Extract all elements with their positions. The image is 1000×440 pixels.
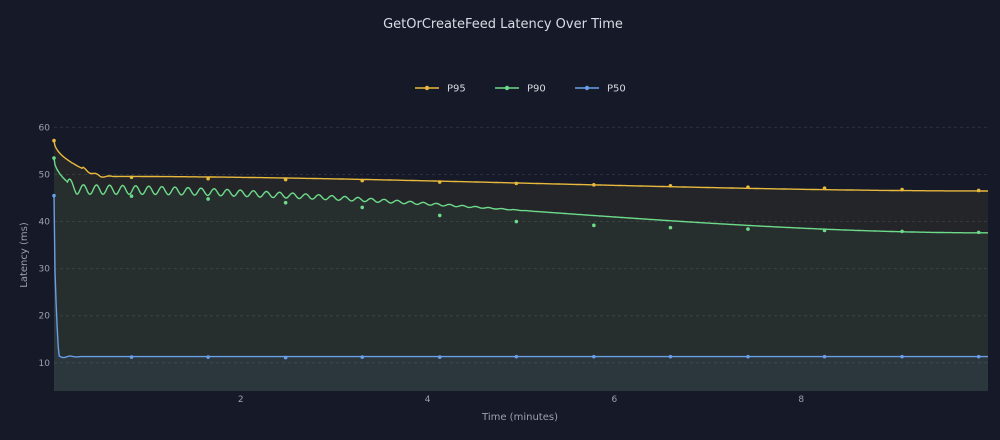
legend-marker-p50 (584, 85, 590, 91)
data-point-p95 (206, 176, 210, 181)
axis-ticks: 10 20 30 40 50 60 2 4 6 8 (39, 123, 805, 405)
x-axis-title: Time (minutes) (481, 412, 558, 423)
legend-marker-p95 (424, 85, 430, 91)
legend: P95 P90 P50 (415, 84, 626, 95)
data-point-p50 (668, 354, 673, 359)
legend-label-p95: P95 (447, 84, 466, 95)
data-point-p50 (746, 354, 750, 359)
data-point-p50 (822, 354, 827, 359)
y-tick-label: 20 (39, 312, 51, 322)
data-point-p90 (822, 228, 827, 233)
data-point-p90 (746, 227, 750, 231)
y-tick-label: 10 (39, 359, 51, 369)
data-point-p95 (360, 178, 365, 183)
x-tick-label: 2 (238, 395, 244, 405)
data-point-p50 (360, 355, 365, 359)
x-tick-label: 4 (425, 395, 431, 405)
series-markers (52, 138, 981, 360)
data-point-p90 (206, 197, 210, 201)
data-point-p90 (976, 230, 981, 235)
series-line-p90 (53, 157, 988, 234)
data-point-p50 (592, 354, 596, 359)
series-area-p95 (54, 140, 988, 391)
y-tick-label: 30 (39, 265, 51, 275)
data-point-p50 (514, 354, 519, 359)
data-point-p95 (746, 185, 750, 189)
data-point-p95 (52, 138, 56, 143)
data-point-p95 (976, 188, 981, 193)
legend-label-p90: P90 (527, 84, 546, 95)
series-area-p90 (54, 158, 988, 391)
data-point-p95 (514, 181, 519, 186)
series-line-p95 (53, 140, 988, 192)
data-point-p90 (668, 225, 673, 230)
data-point-p50 (900, 354, 904, 359)
x-tick-label: 8 (798, 395, 804, 405)
y-axis-title: Latency (ms) (19, 222, 30, 288)
area-fills (54, 140, 988, 391)
data-point-p90 (900, 229, 904, 234)
data-point-p50 (129, 355, 134, 359)
data-point-p90 (129, 194, 134, 198)
chart-title: GetOrCreateFeed Latency Over Time (383, 17, 623, 32)
y-tick-label: 60 (39, 123, 51, 133)
data-point-p90 (514, 219, 519, 224)
series-area-p50 (54, 195, 988, 391)
y-tick-label: 50 (39, 170, 51, 180)
data-point-p50 (283, 355, 288, 360)
data-point-p50 (437, 355, 442, 359)
data-point-p50 (206, 355, 210, 359)
data-point-p95 (822, 186, 827, 190)
data-point-p50 (52, 193, 56, 198)
data-point-p90 (437, 213, 442, 218)
legend-label-p50: P50 (607, 84, 626, 95)
data-point-p95 (592, 183, 596, 187)
data-point-p90 (360, 205, 365, 210)
data-point-p95 (283, 177, 288, 182)
legend-marker-p90 (504, 85, 510, 91)
x-tick-label: 6 (612, 395, 618, 405)
data-point-p90 (283, 200, 288, 205)
data-point-p90 (52, 156, 56, 160)
data-point-p95 (129, 175, 134, 180)
y-tick-label: 40 (39, 218, 51, 228)
data-point-p90 (592, 223, 596, 228)
data-point-p50 (976, 354, 981, 359)
data-point-p95 (437, 180, 442, 184)
data-point-p95 (900, 187, 904, 192)
data-point-p95 (668, 183, 673, 188)
